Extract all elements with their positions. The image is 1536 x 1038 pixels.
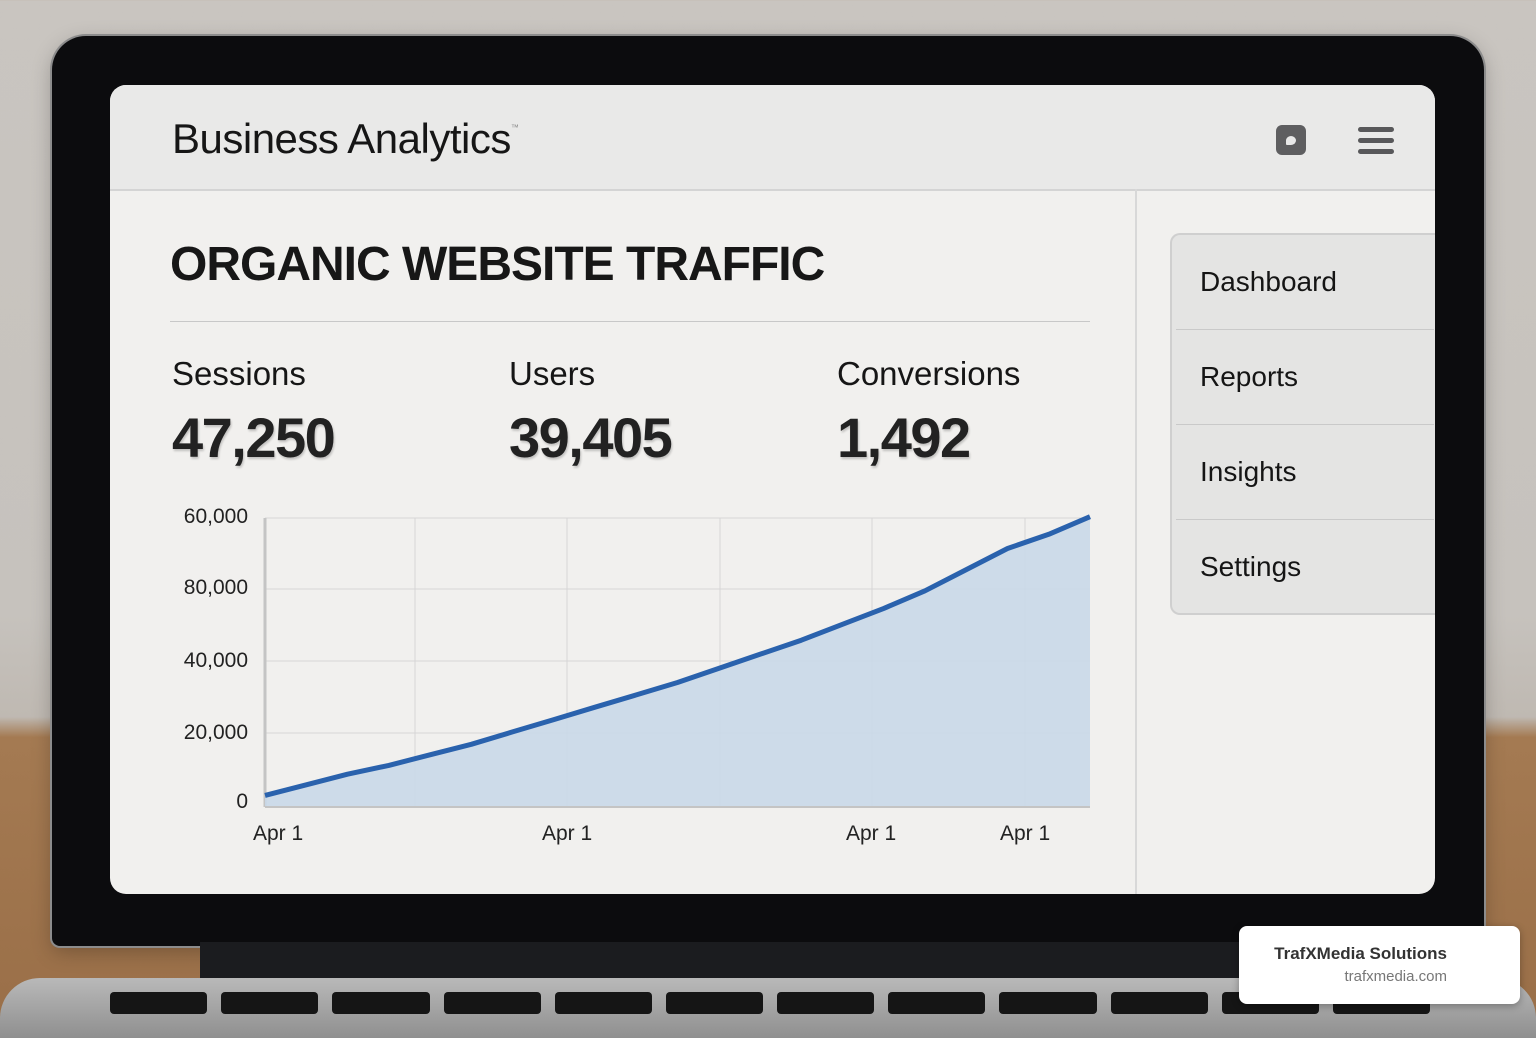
sidebar-item-settings[interactable]: Settings (1200, 551, 1302, 582)
x-tick-label: Apr 1 (542, 822, 593, 845)
app-title-text: Business Analytics (172, 115, 511, 162)
sidebar-item-insights[interactable]: Insights (1176, 425, 1434, 520)
metric-label: Conversions (837, 355, 1021, 392)
brand-url: trafxmedia.com (1344, 968, 1447, 985)
app-title: Business Analytics™ (172, 115, 519, 163)
key (221, 992, 319, 1014)
hamburger-line (1358, 149, 1394, 154)
key (1110, 992, 1208, 1014)
key (332, 992, 430, 1014)
key (110, 992, 208, 1014)
hamburger-line (1358, 127, 1394, 132)
key (665, 992, 764, 1014)
gridlines (265, 517, 1090, 806)
key (999, 992, 1097, 1014)
brand-watermark: TrafXMedia Solutions trafxmedia.com (1239, 926, 1520, 1004)
sidebar-nav: Dashboard Reports Insights Settings (1170, 233, 1435, 615)
key (777, 992, 875, 1014)
traffic-area-chart (263, 514, 1091, 808)
y-tick-label: 80,000 (183, 576, 248, 599)
y-tick-label: 40,000 (183, 649, 248, 672)
hamburger-menu-button[interactable] (1358, 127, 1394, 155)
trend-line (264, 514, 1091, 798)
title-divider (170, 321, 1090, 322)
brand-name: TrafXMedia Solutions (1274, 944, 1447, 963)
area-fill (265, 516, 1090, 806)
metric-users: Users 39,405 (509, 355, 673, 470)
x-tick-label: Apr 1 (253, 822, 304, 845)
y-tick-label: 20,000 (183, 721, 248, 744)
y-tick-label: 0 (236, 790, 248, 813)
hamburger-line (1358, 138, 1394, 143)
laptop-hinge (200, 942, 1330, 982)
key (888, 992, 986, 1014)
sidebar-divider (1135, 189, 1137, 894)
chat-button[interactable] (1276, 125, 1306, 155)
chat-bubble-icon (1286, 135, 1296, 145)
metric-sessions: Sessions 47,250 (172, 355, 336, 470)
sidebar-item-dashboard[interactable]: Dashboard (1176, 235, 1434, 330)
y-tick-label: 60,000 (183, 505, 248, 528)
header-bar: Business Analytics™ (110, 85, 1435, 191)
app-window: Business Analytics™ ORGANIC WEBSITE TRAF… (110, 85, 1435, 894)
key (554, 992, 652, 1014)
sidebar-item-reports[interactable]: Reports (1176, 330, 1434, 425)
metric-value: 39,405 (509, 406, 673, 469)
metric-value: 47,250 (172, 406, 336, 469)
keyboard (110, 992, 1431, 1032)
trademark-mark: ™ (510, 123, 519, 132)
key (443, 992, 541, 1014)
x-tick-label: Apr 1 (846, 822, 897, 845)
x-tick-label: Apr 1 (1000, 822, 1051, 845)
page-title: ORGANIC WEBSITE TRAFFIC (170, 238, 825, 291)
metric-conversions: Conversions 1,492 (837, 355, 1020, 470)
metric-label: Sessions (172, 355, 306, 392)
metric-value: 1,492 (837, 406, 971, 469)
metric-label: Users (509, 355, 596, 392)
